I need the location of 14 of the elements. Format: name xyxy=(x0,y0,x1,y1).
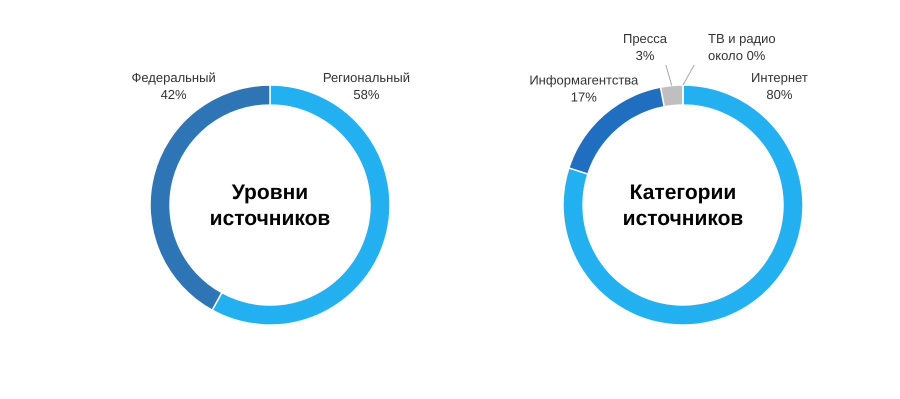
slice-label: Информагентства xyxy=(529,72,640,88)
text: Уровни источников xyxy=(210,181,330,230)
data-label: 42% xyxy=(160,87,188,102)
data-label: 17% xyxy=(570,89,598,104)
data-label: 80% xyxy=(766,87,793,102)
data-label: 3% xyxy=(636,48,655,63)
slice-label: Пресса xyxy=(622,31,668,46)
text: около 0% xyxy=(708,48,766,63)
data-label: 58% xyxy=(353,87,380,102)
slice-label: Интернет xyxy=(751,70,808,86)
text: Категории источников xyxy=(622,181,744,230)
slice-label: Федеральный xyxy=(131,70,216,86)
slice-label: Региональный xyxy=(322,70,410,86)
category-label: ТВ и радио xyxy=(708,31,776,46)
